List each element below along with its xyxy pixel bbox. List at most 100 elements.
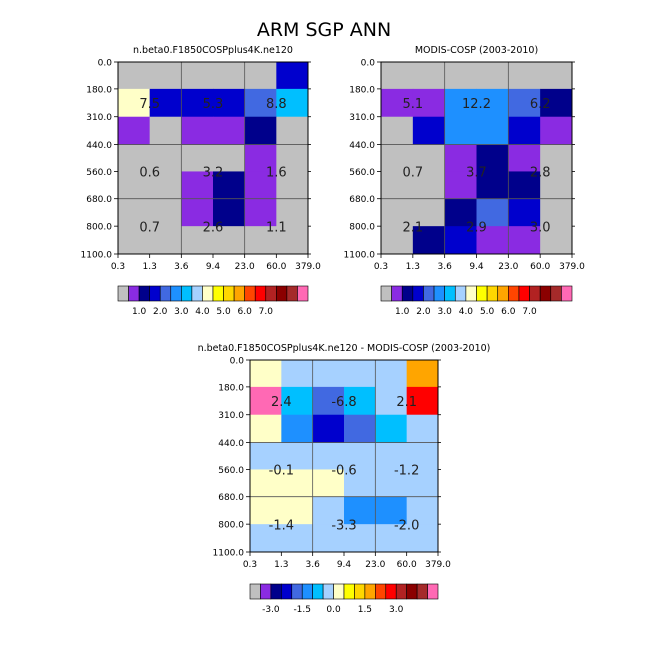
heatmap-cell [344, 386, 376, 416]
heatmap-cell [476, 171, 509, 200]
y-tick-label: 680.0 [86, 195, 112, 205]
colorbar-swatch [406, 583, 418, 600]
heatmap-cell [244, 226, 277, 255]
heatmap-cell [412, 144, 446, 172]
heatmap-cell [381, 198, 414, 227]
colorbar-label: 4.0 [459, 307, 474, 317]
x-tick-label: 3.6 [306, 560, 321, 570]
colorbar-swatch [322, 583, 334, 600]
heatmap-cell [250, 360, 282, 388]
colorbar-swatch [416, 583, 428, 600]
region-value-label: 2.1 [396, 395, 417, 410]
colorbar-swatch [265, 285, 277, 302]
heatmap-cell [213, 62, 246, 90]
heatmap-cell [540, 88, 573, 118]
y-tick-label: 0.0 [361, 59, 376, 69]
region-value-label: -0.6 [331, 464, 356, 479]
y-tick-label: 1100.0 [344, 251, 376, 261]
heatmap-cell [250, 442, 282, 470]
colorbar-swatch [138, 285, 150, 302]
heatmap-cell [540, 62, 573, 90]
colorbar-label: 6.0 [501, 307, 516, 317]
colorbar-swatch [191, 285, 203, 302]
heatmap-cell [540, 171, 573, 200]
heatmap-cell [476, 198, 509, 227]
heatmap-cell [508, 116, 541, 145]
heatmap-cell [406, 442, 439, 470]
colorbar-swatch [539, 285, 552, 302]
panels-group: n.beta0.F1850COSPplus4K.ne120 7.5 5.3 8.8 0.… [81, 45, 586, 570]
colorbar-label: 4.0 [195, 307, 210, 317]
colorbar-label: -1.5 [293, 605, 311, 615]
colorbar-swatch [333, 583, 345, 600]
x-tick-label: 60.0 [397, 560, 417, 570]
cbar-diff: -3.0 -1.5 0.0 1.5 3.0 [249, 583, 439, 615]
x-tick-label: 379.0 [295, 262, 321, 272]
heatmap-cell [213, 226, 246, 255]
heatmap-cell [412, 198, 446, 227]
heatmap-cell [281, 524, 314, 553]
heatmap-cell [412, 88, 446, 118]
colorbar-swatch [486, 285, 499, 302]
colorbar-swatch [291, 583, 303, 600]
heatmap-cell [406, 524, 439, 553]
heatmap-cell [476, 144, 509, 172]
heatmap-cell [181, 116, 214, 145]
colorbar-label: 1.0 [132, 307, 147, 317]
y-tick-label: 560.0 [349, 168, 375, 178]
colorbar-swatch [128, 285, 140, 302]
heatmap-cell [276, 116, 309, 145]
region-value-label: 3.2 [203, 166, 224, 181]
region-value-label: 7.5 [139, 97, 160, 112]
heatmap-cell [149, 62, 182, 90]
region-value-label: 1.1 [266, 220, 287, 235]
heatmap-cell [406, 414, 439, 443]
panel-model: n.beta0.F1850COSPplus4K.ne120 7.5 5.3 8.8 0.… [81, 45, 322, 272]
heatmap-cell [540, 144, 573, 172]
heatmap-cell [281, 496, 314, 525]
heatmap-cell [244, 198, 277, 227]
heatmap-cell [149, 144, 182, 172]
heatmap-cell [476, 88, 509, 118]
heatmap-cell [244, 62, 277, 90]
heatmap-cell [444, 88, 477, 118]
y-tick-label: 0.0 [230, 357, 245, 367]
heatmap-cell [540, 226, 573, 255]
x-tick-label: 379.0 [425, 560, 451, 570]
colorbar-swatch [297, 285, 309, 302]
colorbar-swatch [550, 285, 562, 302]
colorbar-swatch [380, 285, 392, 302]
colorbar-swatch [244, 285, 256, 302]
heatmap-cell [312, 414, 345, 443]
colorbar-label: 7.0 [522, 307, 537, 317]
colorbar-swatch [270, 583, 282, 600]
heatmap-cell [444, 116, 477, 145]
heatmap-cell [281, 414, 314, 443]
heatmap-cell [213, 116, 246, 145]
heatmap-cell [149, 171, 182, 200]
heatmap-cell [344, 360, 376, 388]
heatmap-cell [149, 226, 182, 255]
heatmap-cell [444, 144, 477, 172]
region-value-label: -6.8 [331, 395, 356, 410]
heatmap-cell [118, 62, 151, 90]
heatmap-cell [444, 198, 477, 227]
colorbar-swatch [395, 583, 407, 600]
heatmap-cell [444, 171, 477, 200]
colorbar-swatch [354, 583, 366, 600]
heatmap-cell [213, 144, 246, 172]
y-tick-label: 680.0 [218, 493, 244, 503]
heatmap-cell [476, 226, 509, 255]
region-value-label: 2.1 [402, 220, 423, 235]
heatmap-cell [250, 524, 282, 553]
heatmap-cell [344, 524, 376, 553]
heatmap-cell [508, 198, 541, 227]
y-tick-label: 440.0 [86, 141, 112, 151]
heatmap-cell [344, 469, 376, 498]
heatmap-cell [213, 171, 246, 200]
heatmap-cell [312, 360, 345, 388]
heatmap-cell [375, 524, 408, 553]
colorbar-label: 1.0 [395, 307, 410, 317]
colorbar-swatch [412, 285, 424, 302]
heatmap-cell [281, 386, 314, 416]
